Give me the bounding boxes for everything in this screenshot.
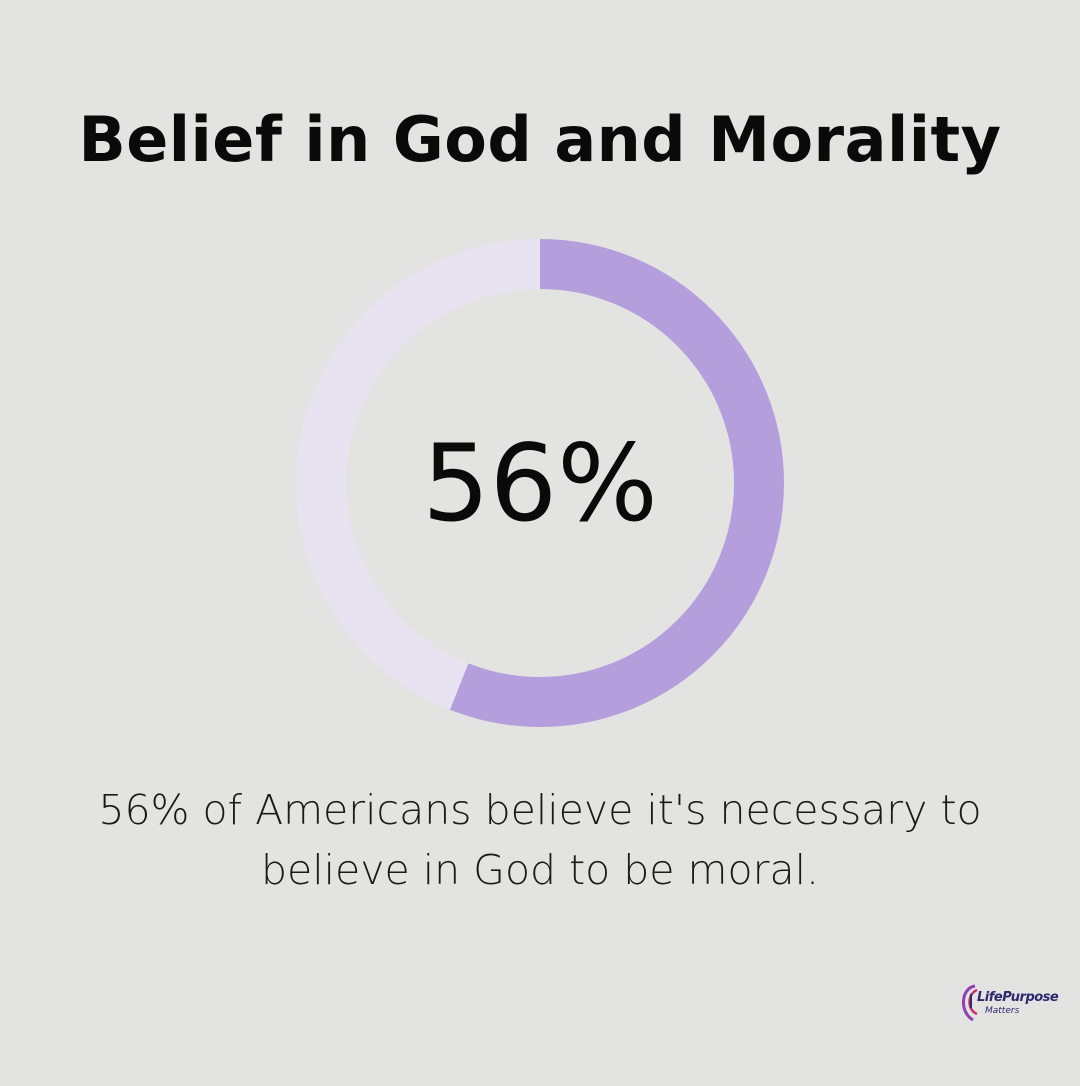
donut-chart-svg: 56% <box>296 239 784 727</box>
brand-logo: LifePurpose Matters <box>955 978 1059 1028</box>
center-value-label: 56% <box>422 422 658 545</box>
swirl-logo-icon <box>962 984 978 1022</box>
donut-fill-arc <box>296 239 784 727</box>
page-title: Belief in God and Morality <box>78 103 1002 176</box>
caption-line-2: believe in God to be moral. <box>260 846 819 894</box>
caption-line-1: 56% of Americans believe it's necessary … <box>98 786 982 834</box>
caption: 56% of Americans believe it's necessary … <box>60 780 1020 900</box>
logo-subtext: Matters <box>985 1006 1020 1016</box>
donut-chart: 56% <box>290 233 790 733</box>
logo-text: LifePurpose <box>977 990 1059 1005</box>
